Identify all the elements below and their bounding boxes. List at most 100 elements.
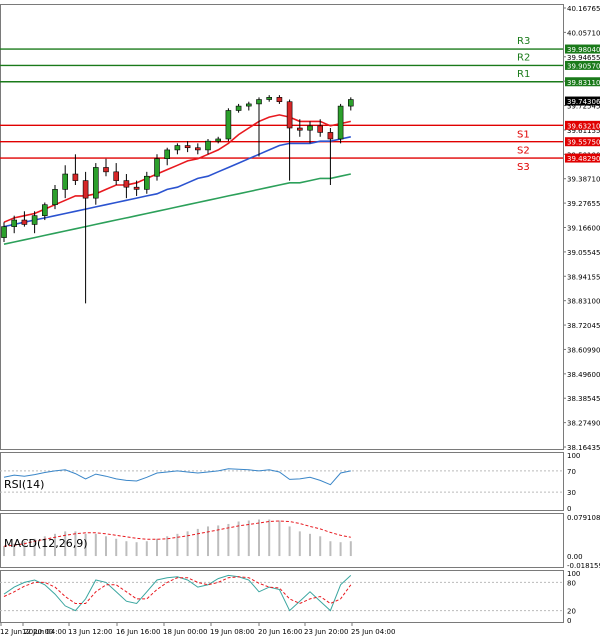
- candle-body: [225, 110, 232, 140]
- candle-body: [256, 99, 262, 105]
- rsi-tick-label: 0: [567, 505, 571, 513]
- rsi-line: [3, 468, 351, 486]
- candle-body: [286, 101, 293, 129]
- macd-tick-label: 0.00: [567, 553, 583, 561]
- price-tick-label: 38.94155: [567, 273, 600, 281]
- candle-body: [276, 97, 283, 103]
- price-tick-label: 38.27490: [567, 420, 600, 428]
- candle: [347, 97, 354, 111]
- candle: [256, 97, 262, 157]
- stoch-k-line: [3, 574, 352, 612]
- pivot-price-box: [565, 44, 600, 54]
- pivot-price-label: 39.48290: [567, 155, 600, 163]
- pivot-label-r1: R1: [517, 69, 530, 80]
- time-tick-label: 12 Jun 04:00: [22, 628, 66, 636]
- price-tick-label: 39.16600: [567, 225, 600, 233]
- candle-body: [41, 204, 48, 216]
- pivot-label-s3: S3: [517, 162, 530, 173]
- moving-average-line-1: [3, 114, 351, 223]
- price-tick-label: 38.16435: [567, 444, 600, 452]
- pivot-price-label: 39.55750: [567, 139, 600, 147]
- candle: [72, 154, 79, 185]
- pivot-label-s1: S1: [517, 129, 530, 140]
- rsi-tick-label: 70: [567, 468, 576, 476]
- candle-body: [195, 147, 201, 151]
- candle: [113, 163, 119, 185]
- time-tick-label: 20 Jun 16:00: [258, 628, 302, 636]
- candle: [41, 202, 48, 221]
- price-tick-label: 39.05545: [567, 249, 600, 257]
- candle: [31, 211, 38, 234]
- time-tick-label: 16 Jun 16:00: [116, 628, 160, 636]
- candle: [235, 103, 242, 113]
- candle-body: [144, 175, 150, 190]
- candle-body: [296, 127, 303, 131]
- pivot-price-label: 39.98040: [567, 46, 600, 54]
- pivot-price-label: 39.83110: [567, 79, 600, 87]
- candle: [195, 143, 201, 155]
- price-tick-label: 39.72545: [567, 103, 600, 111]
- candle-body: [62, 173, 69, 190]
- macd-panel: 0.079108 0.00-0.018159: [3, 514, 600, 570]
- price-tick-label: 39.61155: [567, 127, 600, 135]
- candle: [307, 121, 313, 144]
- price-tick-label: 38.49600: [567, 371, 600, 379]
- time-tick-label: 13 Jun 12:00: [68, 628, 112, 636]
- stoch-tick-label: 0: [567, 617, 571, 625]
- candle-body: [307, 125, 313, 131]
- price-tick-label: 39.27655: [567, 200, 600, 208]
- candle-body: [266, 97, 273, 100]
- candle-body: [337, 105, 344, 140]
- candle-body: [52, 189, 58, 206]
- stoch-d-line: [3, 576, 352, 605]
- time-tick-label: 19 Jun 08:00: [210, 628, 254, 636]
- candle-body: [72, 173, 79, 181]
- candle-body: [123, 180, 130, 188]
- pivot-price-box: [565, 137, 600, 147]
- candle-body: [174, 145, 181, 151]
- pivot-label-r3: R3: [517, 36, 530, 47]
- macd-tick-label: -0.018159: [567, 562, 600, 570]
- candle: [93, 163, 99, 205]
- current-price-label: 39.74306: [567, 98, 600, 106]
- candle: [174, 143, 181, 155]
- candle: [154, 154, 160, 181]
- moving-average-line-3: [3, 173, 351, 245]
- candle-body: [103, 167, 109, 173]
- candle-body: [205, 140, 211, 151]
- candle-body: [93, 167, 99, 199]
- rsi-label: RSI(14): [4, 478, 44, 491]
- rsi-panel: 100 70 30 0: [0, 452, 580, 513]
- candle: [103, 158, 109, 177]
- current-price-box: [565, 96, 600, 106]
- candle: [144, 171, 150, 194]
- candle: [205, 138, 211, 155]
- candle-body: [82, 180, 89, 199]
- candle-body: [21, 219, 28, 225]
- candle: [184, 141, 191, 153]
- candle: [21, 211, 28, 227]
- time-tick-label: 12 Jun 2020:00: [0, 628, 53, 636]
- candle-body: [113, 171, 119, 181]
- candle-body: [327, 132, 334, 140]
- price-tick-label: 38.38545: [567, 395, 600, 403]
- candle-body: [31, 215, 38, 225]
- candle: [82, 171, 89, 304]
- stoch-tick-label: 80: [567, 579, 576, 587]
- candle: [62, 165, 69, 199]
- rsi-panel-frame: [0, 452, 564, 511]
- macd-tick-label: 0.079108: [567, 514, 600, 522]
- pivot-label-s2: S2: [517, 146, 530, 157]
- candle: [296, 119, 303, 137]
- stoch-tick-label: 20: [567, 608, 576, 616]
- candle-body: [1, 226, 7, 238]
- pivot-price-box: [565, 60, 600, 70]
- price-tick-label: 40.16765: [567, 5, 600, 13]
- price-tick-label: 39.94655: [567, 54, 600, 62]
- candle: [246, 101, 252, 111]
- price-tick-label: 38.72045: [567, 322, 600, 330]
- candle-body: [215, 138, 221, 142]
- macd-signal-line: [3, 520, 351, 547]
